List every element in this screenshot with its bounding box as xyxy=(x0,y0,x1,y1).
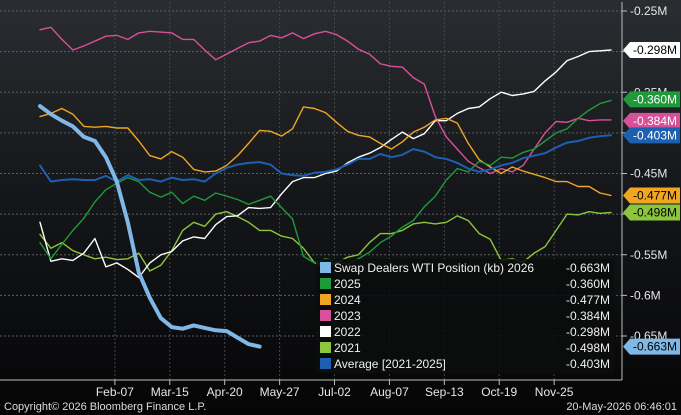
legend-swatch xyxy=(320,294,331,305)
y-tick-label: -0.6M xyxy=(630,288,661,302)
legend-label: Average [2021-2025] xyxy=(334,357,446,371)
legend-swatch xyxy=(320,278,331,289)
legend-swatch xyxy=(320,326,331,337)
series-line-2025 xyxy=(39,99,612,266)
legend-value: -0.663M xyxy=(566,261,610,275)
timestamp-text: 20-May-2026 06:46:01 xyxy=(566,401,677,413)
copyright-text: Copyright© 2026 Bloomberg Finance L.P. xyxy=(4,401,207,413)
x-tick-label: Nov-25 xyxy=(535,385,574,399)
x-tick-label: Feb-07 xyxy=(96,385,134,399)
last-value-label: -0.384M xyxy=(633,114,677,128)
x-tick-label: Apr-20 xyxy=(207,385,243,399)
legend-label: 2025 xyxy=(334,277,361,291)
legend-value: -0.498M xyxy=(566,341,610,355)
last-value-tag: -0.498M xyxy=(623,204,680,221)
series-line-2023 xyxy=(39,26,612,175)
y-tick-label: -0.25M xyxy=(630,4,667,18)
legend-value: -0.360M xyxy=(566,277,610,291)
grid xyxy=(0,2,622,380)
last-value-tag: -0.403M xyxy=(623,127,680,144)
x-tick-label: Aug-07 xyxy=(370,385,409,399)
legend-label: 2024 xyxy=(334,293,361,307)
legend-value: -0.477M xyxy=(566,293,610,307)
last-value-tag: -0.384M xyxy=(623,112,680,129)
y-tick-label: -0.55M xyxy=(630,248,667,262)
series-line-2026 xyxy=(38,104,262,349)
last-value-tag: -0.360M xyxy=(623,91,680,108)
last-value-label: -0.498M xyxy=(633,206,677,220)
legend-value: -0.384M xyxy=(566,309,610,323)
x-tick-label: May-27 xyxy=(260,385,300,399)
last-value-tag: -0.298M xyxy=(623,42,680,58)
series-line-average xyxy=(39,134,612,183)
legend-label: 2022 xyxy=(334,325,361,339)
legend-swatch xyxy=(320,310,331,321)
legend-swatch xyxy=(320,262,331,273)
legend-label: 2023 xyxy=(334,309,361,323)
series-line-2022 xyxy=(39,49,612,279)
legend-value: -0.403M xyxy=(566,357,610,371)
x-tick-label: Jul-02 xyxy=(318,385,351,399)
last-value-label: -0.403M xyxy=(633,128,677,142)
last-value-tag: -0.663M xyxy=(623,338,680,355)
last-value-label: -0.663M xyxy=(633,340,677,354)
last-value-label: -0.360M xyxy=(633,92,677,106)
y-tick-label: -0.45M xyxy=(630,167,667,181)
x-tick-label: Oct-19 xyxy=(481,385,517,399)
legend-swatch xyxy=(320,358,331,369)
x-tick-label: Mar-15 xyxy=(151,385,189,399)
last-value-label: -0.477M xyxy=(633,188,677,202)
legend-value: -0.298M xyxy=(566,325,610,339)
legend-label: 2021 xyxy=(334,341,361,355)
legend-swatch xyxy=(320,342,331,353)
x-axis: Feb-07 Mar-15 Apr-20 May-27 Jul-02 Aug-07 Sep-… xyxy=(0,379,622,399)
legend: Swap Dealers WTI Position (kb) 2026 -0.66… xyxy=(316,259,614,373)
legend-box xyxy=(316,259,614,373)
x-tick-label: Sep-13 xyxy=(425,385,464,399)
last-value-tag: -0.477M xyxy=(623,187,680,204)
legend-label: Swap Dealers WTI Position (kb) 2026 xyxy=(334,261,534,275)
series-line-2024 xyxy=(39,106,612,197)
last-value-tags: -0.663M -0.360M -0.477M -0.384M -0.298M -0.49… xyxy=(623,42,680,355)
last-value-label: -0.298M xyxy=(633,43,677,57)
